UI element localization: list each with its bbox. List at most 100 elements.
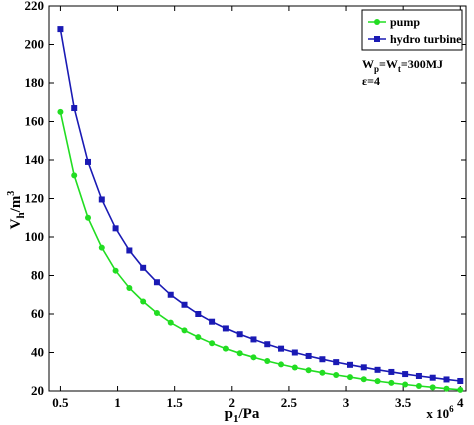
data-point-pump [457,386,464,393]
svg-text:Wp=Wt=300MJ: Wp=Wt=300MJ [362,57,443,74]
data-point-pump [374,378,381,385]
data-point-pump [85,214,92,221]
data-point-hydro-turbine [85,158,92,165]
y-tick-label: 180 [25,75,45,90]
x-tick-label: 4 [457,395,464,410]
x-multiplier: x 106 [426,404,454,421]
annotation-energy: Wp=Wt=300MJ ε=4 [362,57,443,88]
annot-w-sub-p: p [374,64,379,74]
data-point-pump [98,244,105,251]
data-point-pump [388,379,395,386]
data-point-hydro-turbine [112,225,119,232]
xlabel-sub: 1 [233,413,239,425]
series-pump [57,108,464,393]
svg-text:x 106: x 106 [426,404,454,421]
data-point-hydro-turbine [250,336,257,343]
xlabel-main: p [225,406,233,422]
data-point-pump [57,108,64,115]
data-point-hydro-turbine [195,311,202,317]
x-axis-label: p1/Pa [225,406,260,425]
x-tick-label: 1.5 [167,395,184,410]
data-point-hydro-turbine [209,318,216,325]
data-point-pump [402,381,409,388]
data-point-hydro-turbine [443,376,450,383]
data-point-pump [346,374,353,381]
legend-label-pump: pump [390,15,420,29]
y-tick-label: 200 [25,37,45,52]
data-point-hydro-turbine [126,247,133,254]
data-point-hydro-turbine [360,364,367,371]
data-point-pump [443,385,450,392]
x-tick-label: 1 [114,395,121,410]
data-point-hydro-turbine [264,341,271,348]
data-point-pump [429,384,436,391]
legend-label-hydro-turbine: hydro turbine [390,32,462,46]
y-tick-label: 220 [25,0,45,13]
y-tick-label: 60 [31,306,44,321]
data-point-hydro-turbine [388,368,395,375]
data-point-pump [195,334,202,341]
data-point-hydro-turbine [57,26,64,33]
data-point-pump [209,340,216,347]
annot-epsilon: ε=4 [362,74,380,88]
data-point-hydro-turbine [181,301,188,308]
data-point-hydro-turbine [429,374,436,381]
data-point-hydro-turbine [98,196,105,203]
x-tick-label: 3.5 [395,395,412,410]
data-point-hydro-turbine [346,361,353,368]
xlabel-rest: /Pa [238,406,260,422]
x-tick-label: 0.5 [52,395,69,410]
y-axis-label: Vh/m3 [6,191,27,230]
x-multiplier-exp: 6 [449,404,454,414]
data-point-hydro-turbine [291,349,298,356]
data-point-pump [222,345,229,352]
annot-w-main: W [362,57,374,71]
data-point-pump [333,372,340,379]
data-point-pump [250,354,257,361]
data-point-hydro-turbine [415,372,422,379]
svg-text:Vh/m3: Vh/m3 [6,191,27,230]
data-point-pump [264,357,271,364]
ylabel-sup: 3 [6,191,17,196]
series-group [57,26,464,393]
ylabel-rest: /m [8,195,24,213]
data-point-hydro-turbine [319,356,326,363]
data-point-pump [278,361,285,368]
data-point-hydro-turbine [402,371,409,378]
data-point-pump [167,319,174,326]
data-point-hydro-turbine [305,352,312,359]
data-point-pump [319,369,326,376]
data-point-hydro-turbine [374,366,381,373]
legend-marker-pump [374,19,380,25]
data-point-pump [153,310,160,317]
y-tick-label: 140 [25,152,45,167]
legend: pump hydro turbine [361,9,463,51]
axis-ticks: 0.5 1 1.5 2 2.5 3 3.5 4 20 40 60 80 100 120 140 160 180 2… [25,0,466,410]
data-point-hydro-turbine [167,291,174,298]
data-point-hydro-turbine [71,105,78,112]
data-point-pump [181,327,188,334]
y-tick-label: 160 [25,114,45,129]
data-point-pump [360,376,367,383]
x-tick-label: 2.5 [281,395,298,410]
y-tick-label: 100 [25,229,45,244]
ylabel-main: V [8,218,24,229]
y-tick-label: 120 [25,191,45,206]
data-point-pump [305,367,312,374]
legend-marker-hydro-turbine [374,36,380,42]
series-hydro-turbine [57,26,464,384]
x-multiplier-base: x 10 [426,406,449,421]
data-point-hydro-turbine [222,325,229,332]
x-tick-label: 2 [229,395,236,410]
x-tick-label: 3 [343,395,350,410]
data-point-hydro-turbine [333,359,340,366]
data-point-hydro-turbine [153,279,160,286]
ylabel-sub: h [15,212,27,218]
svg-text:p1/Pa: p1/Pa [225,406,260,425]
y-tick-label: 40 [31,345,44,360]
annot-w-sub-t: t [398,64,401,74]
data-point-hydro-turbine [278,345,285,352]
data-point-pump [415,382,422,389]
annot-w-mid: =W [379,57,398,71]
